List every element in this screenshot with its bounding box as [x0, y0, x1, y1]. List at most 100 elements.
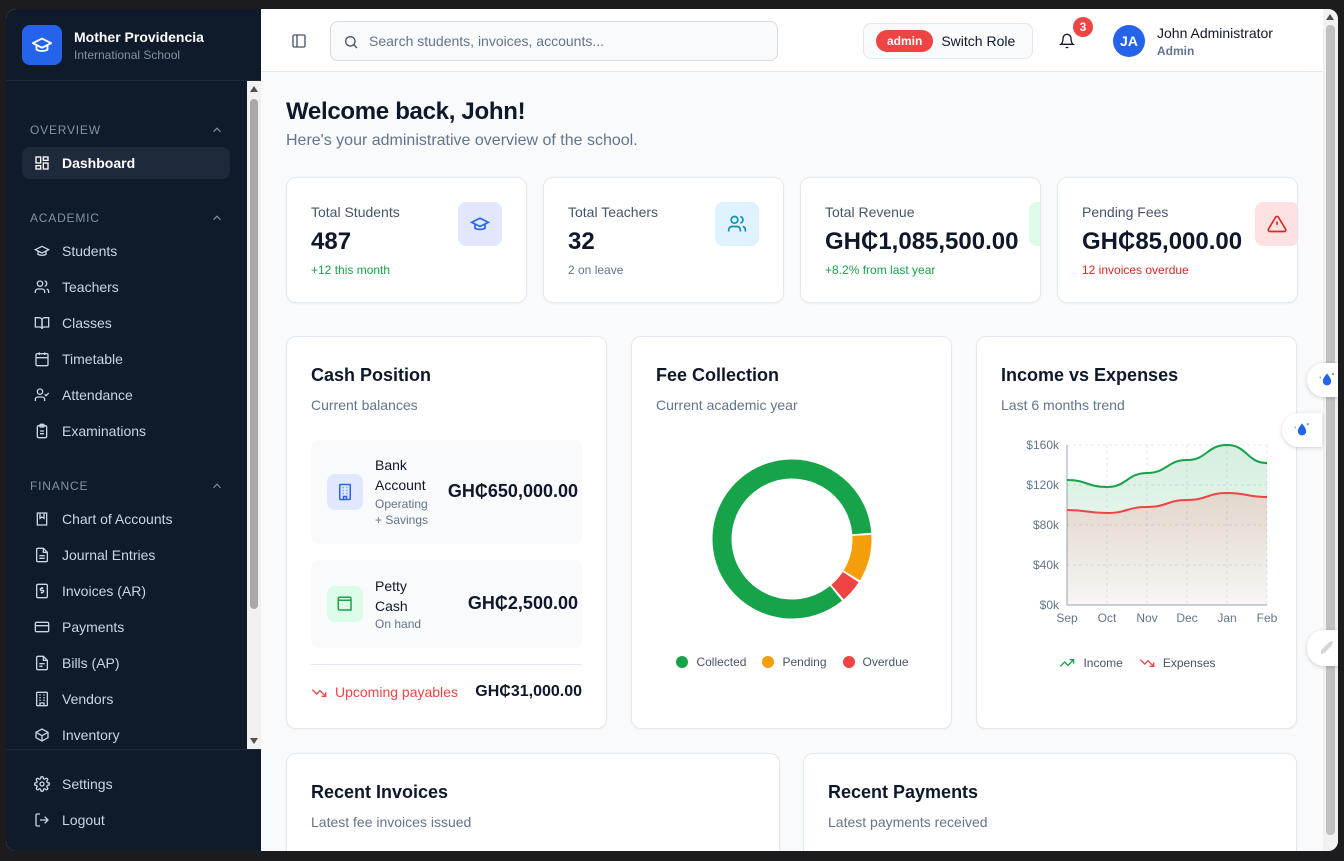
sidebar-item-vendors[interactable]: Vendors	[22, 683, 230, 715]
brand[interactable]: Mother Providencia International School	[6, 9, 261, 81]
page-subtitle: Here's your administrative overview of t…	[286, 132, 638, 149]
legend-label: Pending	[782, 655, 827, 669]
sidebar-item-dashboard[interactable]: Dashboard	[22, 147, 230, 179]
stat-card-teachers[interactable]: Total Teachers 32 2 on leave	[543, 177, 784, 303]
donut-slice-overdue[interactable]	[706, 453, 878, 625]
sidebar-item-label: Invoices (AR)	[62, 583, 147, 599]
stat-note: 12 invoices overdue	[1082, 263, 1189, 277]
section-overview-label: OVERVIEW	[30, 123, 101, 137]
sidebar-item-students[interactable]: Students	[22, 235, 230, 267]
users-icon	[715, 202, 759, 246]
sidebar-item-journal-entries[interactable]: Journal Entries	[22, 539, 230, 571]
sidebar-item-classes[interactable]: Classes	[22, 307, 230, 339]
card-title: Cash Position	[311, 365, 432, 385]
clipboard-icon	[34, 423, 50, 439]
droplet-sparkle-icon	[1319, 373, 1334, 386]
graduation-cap-icon	[34, 243, 50, 259]
account-balance: GH₵2,500.00	[467, 593, 578, 613]
sidebar-item-label: Journal Entries	[62, 547, 156, 563]
y-tick-label: $0k	[1040, 598, 1060, 612]
stat-note: +12 this month	[311, 263, 391, 277]
sidebar-item-inventory[interactable]: Inventory	[22, 719, 230, 749]
scroll-down-arrow-icon[interactable]	[250, 738, 258, 744]
sidebar-item-examinations[interactable]: Examinations	[22, 415, 230, 447]
page-scrollbar[interactable]	[1323, 9, 1338, 851]
section-academic-label: ACADEMIC	[30, 211, 100, 225]
chevron-up-icon	[213, 215, 221, 221]
sidebar-item-label: Payments	[62, 619, 125, 635]
bank-icon	[327, 474, 363, 510]
sidebar-item-invoices[interactable]: Invoices (AR)	[22, 575, 230, 607]
sidebar-item-label: Logout	[62, 812, 105, 828]
scroll-up-arrow-icon[interactable]	[250, 86, 258, 92]
user-name[interactable]: John Administrator	[1157, 25, 1273, 41]
bell-icon[interactable]	[1059, 33, 1075, 49]
sidebar-scroll-thumb[interactable]	[250, 99, 258, 609]
cash-position-card: Cash Position Current balances Bank Acco…	[286, 336, 607, 729]
fee-collection-card: Fee Collection Current academic year Col…	[631, 336, 952, 729]
series-line-income[interactable]	[1066, 443, 1268, 489]
sidebar-footer: Settings Logout	[6, 749, 261, 851]
scroll-up-arrow-icon[interactable]	[1326, 14, 1334, 20]
x-tick-label: Feb	[1257, 611, 1278, 625]
stat-card-pending-fees[interactable]: Pending Fees GH₵85,000.00 12 invoices ov…	[1057, 177, 1298, 303]
legend-label: Income	[1083, 656, 1123, 670]
sidebar: Mother Providencia International School …	[6, 9, 261, 851]
account-petty-cash[interactable]: Petty Cash On hand GH₵2,500.00	[311, 560, 582, 648]
sidebar-item-attendance[interactable]: Attendance	[22, 379, 230, 411]
file-icon	[34, 655, 50, 671]
payables-value: GH₵31,000.00	[475, 683, 582, 700]
sidebar-item-label: Settings	[62, 776, 113, 792]
stat-label: Pending Fees	[1082, 204, 1169, 220]
chevron-up-icon	[213, 127, 221, 133]
stat-card-students[interactable]: Total Students 487 +12 this month	[286, 177, 527, 303]
droplet-sparkle-icon	[1294, 423, 1309, 436]
trending-down-icon	[311, 689, 327, 697]
page-scroll-thumb[interactable]	[1326, 25, 1335, 835]
account-bank[interactable]: Bank Account Operating + Savings GH₵650,…	[311, 440, 582, 544]
section-finance[interactable]: FINANCE	[30, 479, 224, 493]
switch-role-button[interactable]: admin Switch Role	[863, 23, 1033, 59]
stat-card-revenue[interactable]: Total Revenue GH₵1,085,500.00 +8.2% from…	[800, 177, 1041, 303]
dollar-icon	[1029, 202, 1040, 246]
sidebar-item-payments[interactable]: Payments	[22, 611, 230, 643]
avatar[interactable]: JA	[1113, 25, 1145, 57]
sidebar-item-settings[interactable]: Settings	[22, 768, 230, 800]
section-academic[interactable]: ACADEMIC	[30, 211, 224, 225]
layout-grid-icon	[34, 155, 50, 171]
sidebar-item-bills[interactable]: Bills (AP)	[22, 647, 230, 679]
floating-rocket-button[interactable]	[1307, 630, 1338, 666]
account-name: Bank Account	[375, 457, 426, 493]
notification-count-badge: 3	[1073, 17, 1093, 37]
users-icon	[34, 279, 50, 295]
floating-droplet-button[interactable]	[1307, 363, 1338, 397]
stat-value: GH₵85,000.00	[1082, 228, 1243, 255]
search-input[interactable]	[369, 22, 769, 60]
sidebar-item-chart-of-accounts[interactable]: Chart of Accounts	[22, 503, 230, 535]
book-open-icon	[34, 315, 50, 331]
package-icon	[34, 727, 50, 743]
sidebar-toggle-icon[interactable]	[291, 33, 307, 49]
card-title: Recent Payments	[828, 782, 979, 802]
user-check-icon	[34, 387, 50, 403]
trending-up-icon	[1060, 659, 1075, 667]
card-subtitle: Latest payments received	[828, 814, 988, 830]
sidebar-scrollbar[interactable]	[247, 81, 261, 749]
receipt-icon	[34, 583, 50, 599]
series-line-expenses[interactable]	[1066, 491, 1268, 515]
section-overview[interactable]: OVERVIEW	[30, 123, 224, 137]
donut-slice-collected[interactable]	[706, 453, 878, 625]
rocket-icon	[1321, 641, 1333, 654]
search-bar[interactable]	[330, 21, 778, 61]
y-tick-label: $160k	[1026, 438, 1060, 452]
calendar-icon	[34, 351, 50, 367]
section-finance-label: FINANCE	[30, 479, 89, 493]
sidebar-item-timetable[interactable]: Timetable	[22, 343, 230, 375]
file-text-icon	[34, 547, 50, 563]
chevron-up-icon	[213, 483, 221, 489]
legend-label: Overdue	[862, 655, 909, 669]
sidebar-item-logout[interactable]: Logout	[22, 804, 230, 836]
sidebar-item-teachers[interactable]: Teachers	[22, 271, 230, 303]
floating-droplet-button-2[interactable]	[1282, 413, 1322, 447]
graduation-cap-icon	[458, 202, 502, 246]
